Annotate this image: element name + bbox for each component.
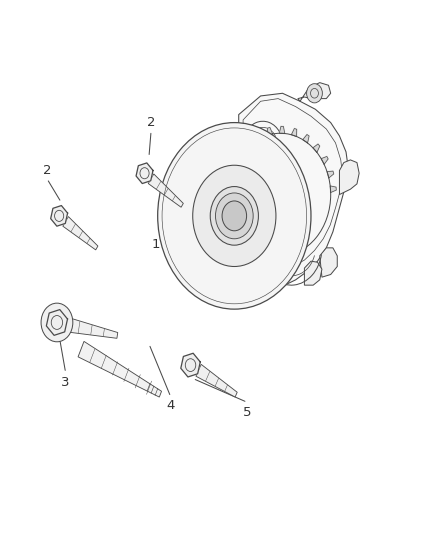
- Polygon shape: [320, 248, 337, 277]
- Circle shape: [193, 165, 276, 266]
- Polygon shape: [148, 174, 184, 207]
- Polygon shape: [291, 128, 297, 136]
- Polygon shape: [279, 126, 285, 133]
- Polygon shape: [66, 317, 118, 338]
- Text: 5: 5: [243, 406, 252, 418]
- Circle shape: [158, 123, 311, 309]
- Polygon shape: [321, 157, 328, 164]
- Polygon shape: [330, 186, 336, 192]
- Polygon shape: [313, 144, 320, 152]
- Polygon shape: [276, 256, 281, 263]
- Circle shape: [41, 303, 73, 342]
- Polygon shape: [136, 163, 153, 183]
- Polygon shape: [225, 182, 231, 189]
- Polygon shape: [339, 160, 359, 195]
- Circle shape: [307, 84, 322, 103]
- Polygon shape: [181, 353, 200, 377]
- Polygon shape: [264, 253, 269, 261]
- Circle shape: [210, 187, 258, 245]
- Polygon shape: [327, 171, 334, 178]
- Text: 2: 2: [42, 164, 51, 177]
- Polygon shape: [228, 167, 235, 174]
- Polygon shape: [288, 254, 293, 262]
- Text: 2: 2: [147, 116, 155, 129]
- Polygon shape: [227, 211, 233, 218]
- Text: 3: 3: [61, 376, 70, 389]
- Polygon shape: [303, 134, 309, 143]
- Circle shape: [222, 201, 247, 231]
- Polygon shape: [78, 341, 162, 397]
- Polygon shape: [63, 216, 98, 250]
- Polygon shape: [196, 365, 237, 397]
- Polygon shape: [235, 153, 241, 161]
- Polygon shape: [255, 133, 261, 141]
- Polygon shape: [46, 310, 67, 335]
- Circle shape: [215, 193, 253, 239]
- Polygon shape: [298, 83, 331, 101]
- Text: 4: 4: [166, 399, 175, 411]
- Polygon shape: [224, 197, 230, 203]
- Polygon shape: [241, 237, 248, 245]
- Polygon shape: [251, 246, 258, 255]
- Polygon shape: [51, 206, 67, 226]
- Polygon shape: [304, 261, 322, 285]
- Polygon shape: [237, 93, 348, 288]
- Polygon shape: [244, 141, 251, 150]
- Polygon shape: [267, 127, 272, 135]
- Text: 1: 1: [151, 238, 160, 251]
- Polygon shape: [233, 225, 240, 232]
